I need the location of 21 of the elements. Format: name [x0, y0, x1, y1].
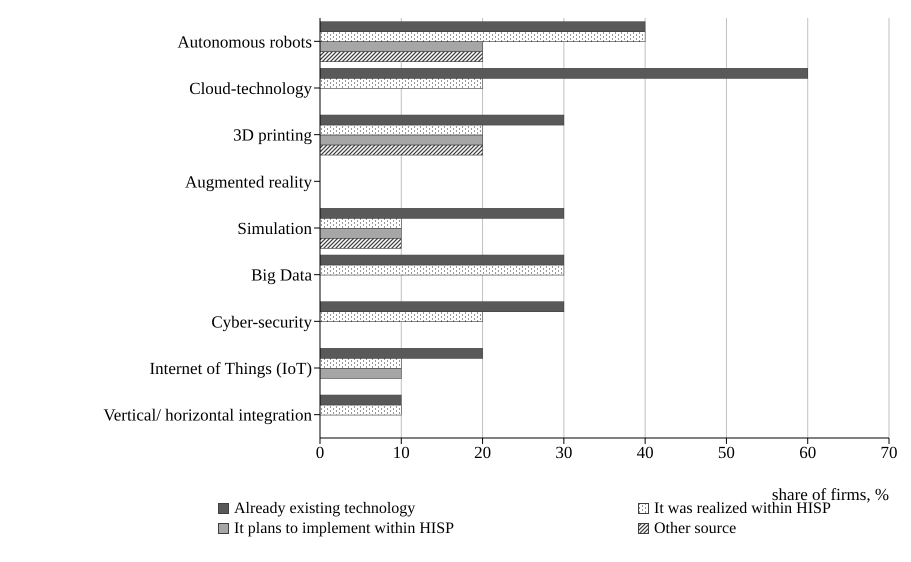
- y-tick-label: Augmented reality: [185, 172, 312, 192]
- x-tick-label: 10: [392, 443, 410, 462]
- x-tick-label: 20: [474, 443, 492, 462]
- y-tick-label: Vertical/ horizontal integration: [103, 406, 312, 425]
- y-tick-label: Simulation: [237, 219, 312, 238]
- x-tick-label: 0: [316, 443, 324, 462]
- legend-label: It was realized within HISP: [654, 500, 831, 518]
- legend-label: It plans to implement within HISP: [234, 520, 454, 538]
- y-tick-label: Autonomous robots: [177, 32, 312, 52]
- y-tick-label: 3D printing: [233, 126, 312, 145]
- x-tick-label: 50: [718, 443, 735, 462]
- legend-label: Other source: [654, 520, 736, 538]
- y-tick-label: Cloud-technology: [189, 79, 312, 98]
- y-tick-label: Internet of Things (IoT): [149, 359, 312, 378]
- x-tick-label: 70: [880, 443, 898, 462]
- x-tick-label: 40: [636, 443, 654, 462]
- legend-label: Already existing technology: [234, 500, 416, 518]
- x-tick-label: 60: [799, 443, 816, 462]
- x-tick-label: 30: [555, 443, 572, 462]
- y-tick-label: Big Data: [251, 266, 312, 285]
- y-tick-label: Cyber-security: [211, 312, 312, 332]
